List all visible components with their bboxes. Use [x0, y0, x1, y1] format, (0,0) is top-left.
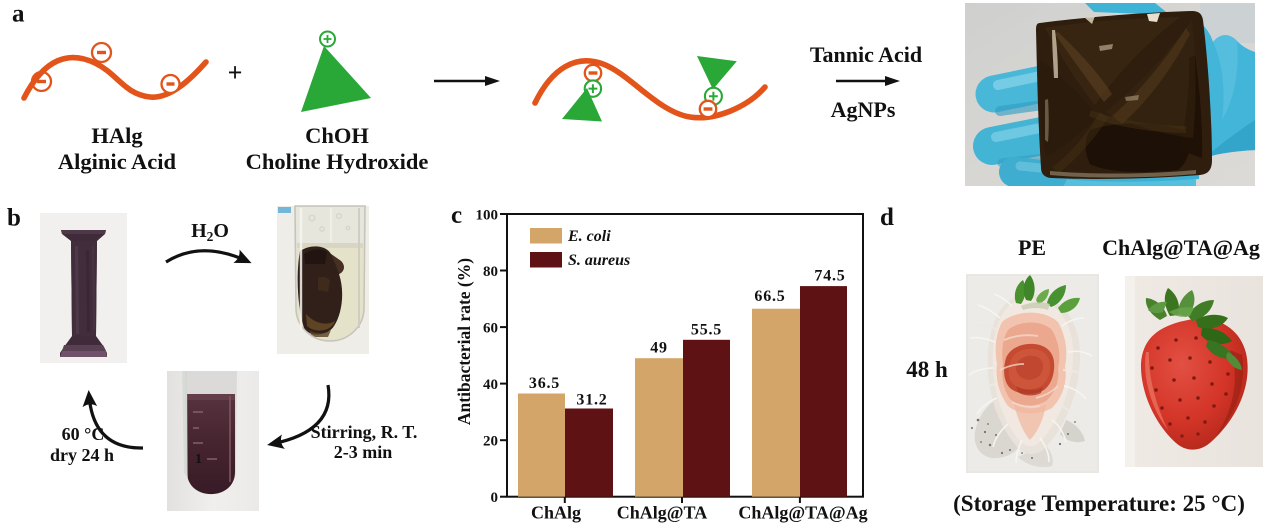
svg-text:66.5: 66.5: [754, 288, 785, 305]
svg-text:Tannic Acid: Tannic Acid: [810, 42, 922, 67]
svg-text:Stirring, R. T.: Stirring, R. T.: [311, 422, 418, 442]
svg-text:40: 40: [483, 377, 498, 393]
svg-text:(Storage Temperature: 25 °C): (Storage Temperature: 25 °C): [953, 491, 1245, 516]
svg-text:48 h: 48 h: [906, 357, 948, 382]
svg-text:b: b: [7, 205, 21, 232]
svg-text:PE: PE: [1018, 235, 1046, 260]
svg-text:0: 0: [491, 490, 499, 506]
svg-text:Choline Hydroxide: Choline Hydroxide: [246, 149, 429, 174]
svg-text:2-3 min: 2-3 min: [334, 442, 393, 462]
svg-text:36.5: 36.5: [529, 375, 560, 392]
svg-text:c: c: [451, 202, 462, 229]
svg-text:ChAlg@TA@Ag: ChAlg@TA@Ag: [738, 503, 867, 523]
svg-text:31.2: 31.2: [576, 392, 607, 409]
svg-text:E. coli: E. coli: [567, 228, 611, 245]
svg-text:dry 24 h: dry 24 h: [50, 445, 114, 465]
svg-text:60: 60: [483, 321, 498, 337]
svg-text:20: 20: [483, 434, 498, 450]
svg-text:ChAlg@TA: ChAlg@TA: [617, 503, 707, 523]
svg-text:d: d: [880, 204, 894, 231]
svg-text:80: 80: [483, 264, 498, 280]
svg-text:ChAlg@TA@Ag: ChAlg@TA@Ag: [1102, 235, 1260, 260]
svg-text:HAlg: HAlg: [91, 123, 143, 148]
svg-text:H2O: H2O: [191, 220, 229, 244]
svg-text:Alginic Acid: Alginic Acid: [58, 149, 177, 174]
svg-text:1: 1: [195, 452, 202, 467]
svg-text:ChAlg: ChAlg: [531, 503, 581, 523]
svg-text:55.5: 55.5: [691, 322, 722, 339]
svg-text:+: +: [228, 58, 243, 87]
svg-text:Antibacterial rate (%): Antibacterial rate (%): [454, 258, 474, 425]
svg-text:AgNPs: AgNPs: [831, 97, 896, 122]
svg-text:S. aureus: S. aureus: [568, 252, 630, 269]
svg-text:74.5: 74.5: [814, 268, 845, 285]
svg-text:60 °C: 60 °C: [62, 424, 105, 444]
svg-text:49: 49: [650, 340, 668, 357]
svg-text:100: 100: [476, 208, 499, 224]
svg-text:a: a: [12, 1, 25, 28]
svg-text:ChOH: ChOH: [305, 123, 369, 148]
